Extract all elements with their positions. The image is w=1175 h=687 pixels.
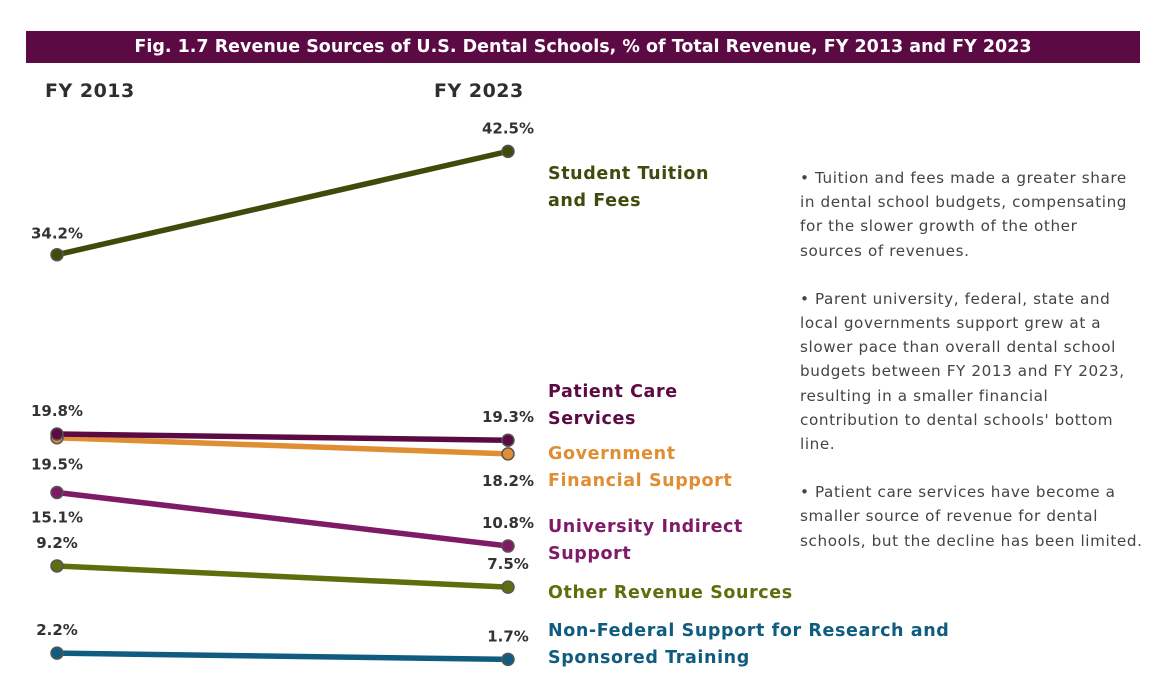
value-label: 19.8% [31, 402, 83, 420]
series-line [54, 434, 511, 457]
series-label: and Fees [548, 191, 641, 211]
chart-title: Fig. 1.7 Revenue Sources of U.S. Dental … [26, 31, 1140, 63]
value-label: 2.2% [36, 621, 78, 639]
note-patient-care: • Patient care services have become a sm… [800, 483, 1143, 550]
series-label: Services [548, 409, 636, 429]
series-label: Other Revenue Sources [548, 583, 793, 603]
note-tuition: • Tuition and fees made a greater share … [800, 169, 1128, 260]
value-label: 19.3% [482, 408, 534, 426]
series-label: Student Tuition [548, 164, 709, 184]
series-line [54, 650, 511, 663]
note-government-support: • Parent university, federal, state and … [800, 289, 1125, 454]
series-label: Support [548, 544, 631, 564]
data-point [50, 559, 64, 573]
value-label: 18.2% [482, 472, 534, 490]
data-point [50, 646, 64, 660]
data-point [501, 447, 515, 461]
data-point [50, 247, 64, 262]
year-label-fy2013: FY 2013 [45, 80, 135, 102]
value-label: 34.2% [31, 225, 83, 243]
series-label: Government [548, 444, 676, 464]
value-label: 7.5% [487, 555, 529, 573]
data-point [50, 427, 64, 441]
series-label: Financial Support [548, 471, 732, 491]
data-point [50, 485, 64, 500]
value-label: 42.5% [482, 119, 534, 137]
data-point [501, 433, 515, 447]
value-label: 15.1% [31, 509, 83, 527]
series-label: University Indirect [548, 517, 743, 537]
data-point [501, 652, 515, 667]
series-line [54, 563, 511, 590]
series-line [54, 489, 511, 549]
series-label: Patient Care [548, 382, 678, 402]
data-point [501, 144, 515, 159]
notes-panel: • Tuition and fees made a greater share … [800, 166, 1145, 577]
year-label-fy2023: FY 2023 [434, 80, 524, 102]
value-label: 9.2% [36, 534, 78, 552]
value-label: 19.5% [31, 456, 83, 474]
series-line [54, 431, 511, 443]
value-label: 1.7% [487, 627, 529, 645]
data-point [501, 539, 515, 553]
data-point [501, 580, 515, 594]
series-label: Sponsored Training [548, 648, 750, 668]
series-line [54, 148, 511, 258]
value-label: 10.8% [482, 514, 534, 532]
series-label: Non-Federal Support for Research and [548, 621, 949, 641]
